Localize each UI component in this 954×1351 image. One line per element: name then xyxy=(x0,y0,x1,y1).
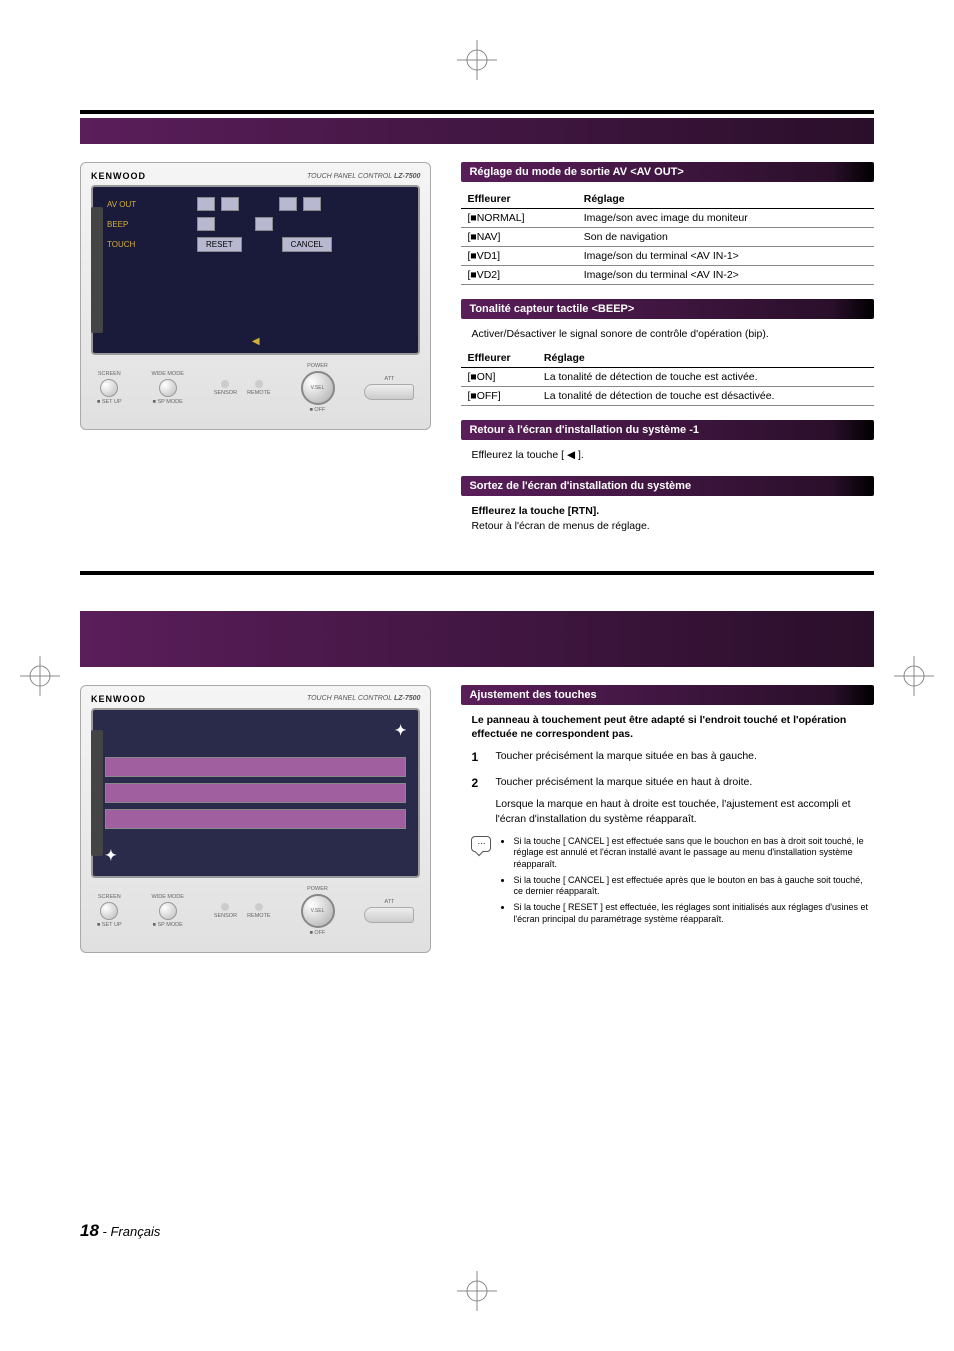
device-brand: KENWOOD xyxy=(91,171,146,181)
touch-adjust-bar[interactable] xyxy=(105,757,406,777)
section-header-touch: Ajustement des touches xyxy=(461,685,874,705)
page-content: KENWOOD TOUCH PANEL CONTROL LZ-7500 AV O… xyxy=(80,110,874,1241)
section-header-back: Retour à l'écran d'installation du systè… xyxy=(461,420,874,440)
device-brand: KENWOOD xyxy=(91,694,146,704)
power-knob[interactable] xyxy=(301,371,335,405)
device-model: TOUCH PANEL CONTROL LZ-7500 xyxy=(307,173,420,180)
table-header: Réglage xyxy=(578,190,874,209)
page-language: Français xyxy=(110,1224,160,1239)
cancel-button[interactable]: CANCEL xyxy=(282,237,332,252)
note-item: Si la touche [ RESET ] est effectuée, le… xyxy=(513,902,874,925)
avout-table: Effleurer Réglage [■NORMAL]Image/son ave… xyxy=(461,190,874,285)
wide-mode-knob[interactable] xyxy=(159,902,177,920)
device-screen-1: AV OUT BEEP xyxy=(91,185,420,355)
note-item: Si la touche [ CANCEL ] est effectuée ap… xyxy=(513,875,874,898)
top-bars xyxy=(80,110,874,144)
mid-separator xyxy=(80,571,874,667)
table-header: Effleurer xyxy=(461,190,577,209)
table-row: [■VD1]Image/son du terminal <AV IN-1> xyxy=(461,247,874,266)
volume-control[interactable] xyxy=(364,384,414,400)
crop-mark-left xyxy=(20,656,60,696)
screen-option-button[interactable] xyxy=(279,197,297,211)
section-header-avout: Réglage du mode de sortie AV <AV OUT> xyxy=(461,162,874,182)
cross-mark-top-right[interactable]: ✦ xyxy=(395,722,407,739)
device-bottom-controls: SCREEN ■ SET UP WIDE MODE ■ SP MODE SENS… xyxy=(91,363,420,413)
page-number: 18 xyxy=(80,1221,99,1240)
table-row: [■VD2]Image/son du terminal <AV IN-2> xyxy=(461,266,874,285)
screen-knob[interactable] xyxy=(100,379,118,397)
note-icon: ⋯ xyxy=(471,836,491,852)
touch-adjust-bar[interactable] xyxy=(105,783,406,803)
screen-option-button[interactable] xyxy=(255,217,273,231)
screen-option-button[interactable] xyxy=(197,197,215,211)
touch-intro: Le panneau à touchement peut être adapté… xyxy=(471,713,874,741)
screen-knob[interactable] xyxy=(100,902,118,920)
upper-columns: KENWOOD TOUCH PANEL CONTROL LZ-7500 AV O… xyxy=(80,162,874,541)
touch-adjust-bar[interactable] xyxy=(105,809,406,829)
back-arrow-icon[interactable]: ◀ xyxy=(252,336,260,347)
lower-columns: KENWOOD TOUCH PANEL CONTROL LZ-7500 ✦ ✦ xyxy=(80,685,874,953)
table-row: [■NAV]Son de navigation xyxy=(461,228,874,247)
screen-option-button[interactable] xyxy=(197,217,215,231)
step-2: 2 Toucher précisément la marque située e… xyxy=(471,775,874,826)
back-description: Effleurez la touche [ ◀ ]. xyxy=(471,448,874,462)
reset-button[interactable]: RESET xyxy=(197,237,242,252)
table-header: Réglage xyxy=(538,349,874,368)
crop-mark-right xyxy=(894,656,934,696)
device-illustration-1: KENWOOD TOUCH PANEL CONTROL LZ-7500 AV O… xyxy=(80,162,431,430)
page-footer: 18 - Français xyxy=(80,1221,160,1241)
right-column-upper: Réglage du mode de sortie AV <AV OUT> Ef… xyxy=(461,162,874,541)
table-row: [■OFF]La tonalité de détection de touche… xyxy=(461,387,874,406)
section-header-beep: Tonalité capteur tactile <BEEP> xyxy=(461,299,874,319)
device-screen-2: ✦ ✦ xyxy=(91,708,420,878)
table-header: Effleurer xyxy=(461,349,537,368)
note-item: Si la touche [ CANCEL ] est effectuée sa… xyxy=(513,836,874,871)
device-bottom-controls: SCREEN ■ SET UP WIDE MODE ■ SP MODE SENS… xyxy=(91,886,420,936)
beep-table: Effleurer Réglage [■ON]La tonalité de dé… xyxy=(461,349,874,406)
exit-description: Effleurez la touche [RTN]. Retour à l'éc… xyxy=(471,504,874,532)
cross-mark-bottom-left[interactable]: ✦ xyxy=(105,847,117,864)
notes-block: ⋯ Si la touche [ CANCEL ] est effectuée … xyxy=(471,836,874,930)
beep-description: Activer/Désactiver le signal sonore de c… xyxy=(471,327,874,341)
wide-mode-knob[interactable] xyxy=(159,379,177,397)
section-header-exit: Sortez de l'écran d'installation du syst… xyxy=(461,476,874,496)
device-model: TOUCH PANEL CONTROL LZ-7500 xyxy=(307,695,420,702)
crop-mark-top xyxy=(457,40,497,80)
screen-option-button[interactable] xyxy=(221,197,239,211)
right-column-lower: Ajustement des touches Le panneau à touc… xyxy=(461,685,874,953)
table-row: [■ON]La tonalité de détection de touche … xyxy=(461,368,874,387)
power-knob[interactable] xyxy=(301,894,335,928)
volume-control[interactable] xyxy=(364,907,414,923)
crop-mark-bottom xyxy=(457,1271,497,1311)
step-1: 1 Toucher précisément la marque située e… xyxy=(471,749,874,765)
screen-option-button[interactable] xyxy=(303,197,321,211)
table-row: [■NORMAL]Image/son avec image du moniteu… xyxy=(461,209,874,228)
device-illustration-2: KENWOOD TOUCH PANEL CONTROL LZ-7500 ✦ ✦ xyxy=(80,685,431,953)
